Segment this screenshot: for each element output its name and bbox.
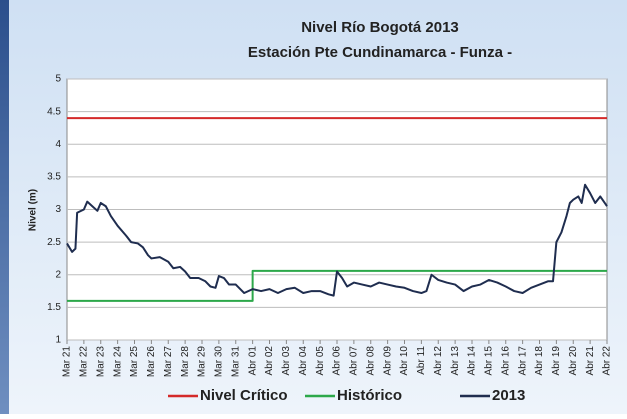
x-tick-label: Mar 24	[112, 346, 123, 378]
y-axis-label: Nivel (m)	[28, 189, 39, 231]
y-tick-label: 3.5	[47, 172, 61, 183]
legend-label: Nivel Crítico	[200, 387, 288, 404]
x-tick-label: Abr 03	[281, 346, 292, 376]
x-tick-label: Abr 12	[433, 346, 444, 376]
x-tick-label: Mar 23	[95, 346, 106, 378]
series-line	[66, 183, 608, 297]
x-tick-label: Mar 29	[197, 346, 208, 378]
x-tick-label: Mar 30	[214, 346, 225, 378]
legend-label: Histórico	[337, 387, 402, 404]
x-tick-label: Abr 02	[264, 346, 275, 376]
x-tick-label: Mar 21	[62, 346, 73, 378]
lines	[66, 117, 608, 302]
ticks: 1 1.5 2 2.5 3 3.5 4 4.5 5 Mar 21 Mar 22 Mar 23 Mar 2…	[47, 74, 613, 377]
x-tick-label: Mar 27	[163, 346, 174, 378]
y-tick-label: 4.5	[47, 106, 61, 117]
x-tick-label: Abr 07	[349, 346, 360, 376]
legend: Nivel Crítico Histórico 2013	[168, 387, 525, 404]
x-tick-label: Abr 17	[517, 346, 528, 376]
x-tick-label: Abr 09	[382, 346, 393, 376]
y-tick-label: 3	[55, 204, 61, 215]
y-tick-label: 2.5	[47, 237, 61, 248]
x-tick-label: Abr 21	[585, 346, 596, 376]
x-tick-label: Mar 22	[79, 346, 90, 378]
x-tick-label: Abr 04	[298, 346, 309, 376]
side-strip	[0, 0, 9, 414]
x-tick-label: Abr 22	[602, 346, 613, 376]
x-tick-label: Abr 05	[315, 346, 326, 376]
x-tick-label: Abr 16	[500, 346, 511, 376]
legend-label: 2013	[492, 387, 525, 404]
x-tick-label: Mar 28	[180, 346, 191, 378]
x-tick-label: Abr 18	[534, 346, 545, 376]
y-tick-label: 2	[55, 269, 61, 280]
x-tick-label: Abr 13	[450, 346, 461, 376]
x-tick-label: Abr 01	[247, 346, 258, 376]
chart-subtitle: Estación Pte Cundinamarca - Funza -	[248, 44, 512, 61]
x-tick-label: Mar 26	[146, 346, 157, 378]
x-tick-label: Abr 20	[568, 346, 579, 376]
chart-title: Nivel Río Bogotá 2013	[301, 19, 459, 36]
x-tick-label: Abr 19	[551, 346, 562, 376]
x-tick-label: Abr 10	[399, 346, 410, 376]
x-tick-label: Abr 06	[332, 346, 343, 376]
x-tick-label: Mar 31	[230, 346, 241, 378]
x-tick-label: Mar 25	[129, 346, 140, 378]
x-tick-label: Abr 15	[484, 346, 495, 376]
series-line	[67, 269, 607, 302]
x-tick-label: Abr 08	[365, 346, 376, 376]
y-tick-label: 1.5	[47, 302, 61, 313]
y-tick-label: 1	[55, 335, 61, 346]
x-tick-label: Abr 11	[416, 346, 427, 375]
x-tick-label: Abr 14	[467, 346, 478, 376]
y-tick-label: 5	[55, 74, 61, 85]
y-tick-label: 4	[55, 139, 61, 150]
